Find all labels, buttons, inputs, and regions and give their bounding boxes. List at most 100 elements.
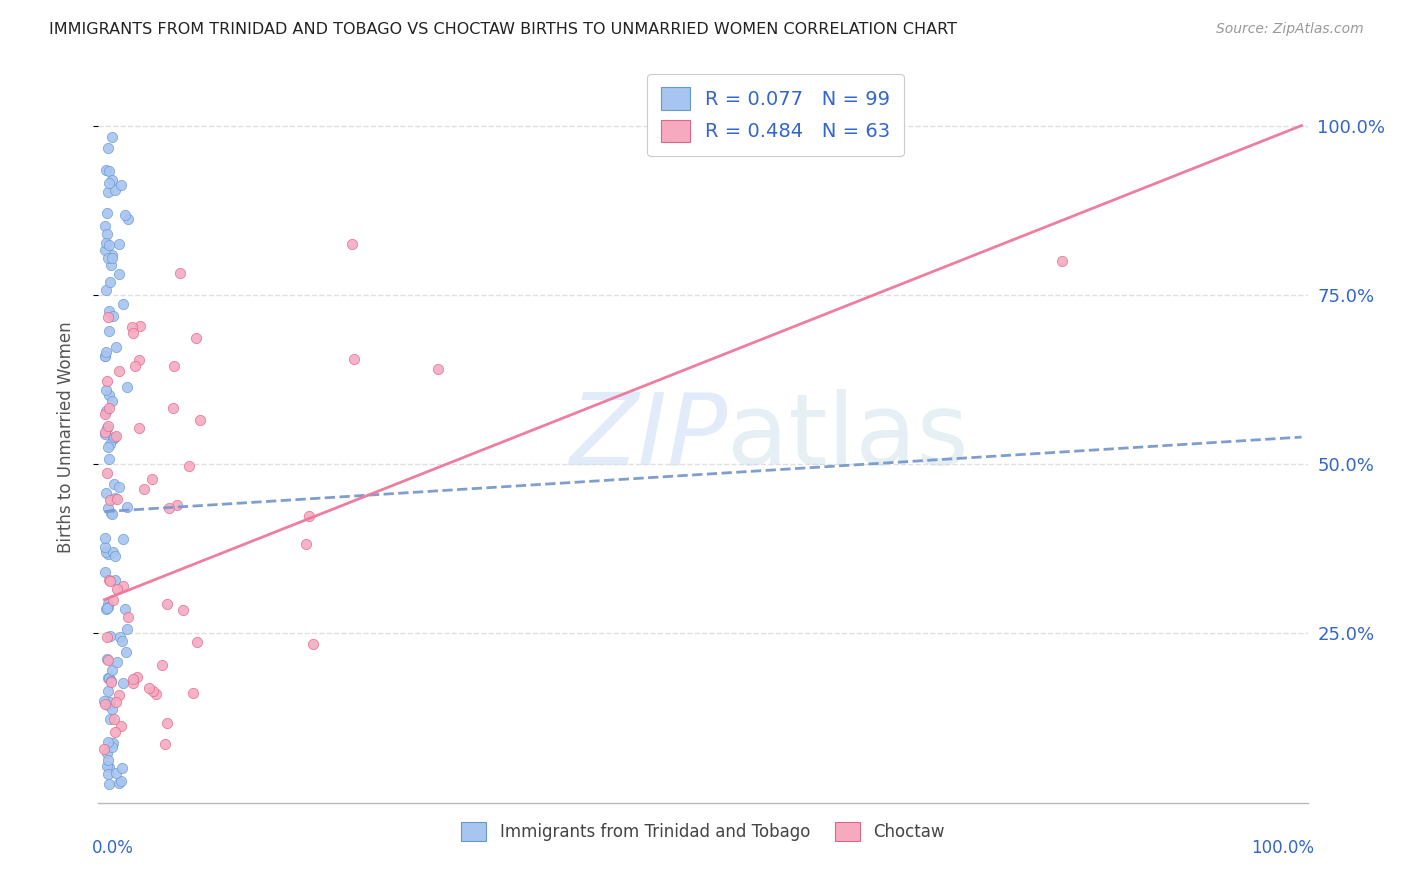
Point	[97, 324, 120, 338]
Point	[188, 413, 211, 427]
Point	[98, 388, 121, 402]
Point	[96, 421, 118, 435]
Point	[101, 248, 124, 262]
Point	[117, 211, 139, 226]
Point	[122, 676, 145, 690]
Point	[156, 716, 179, 731]
Point	[104, 573, 127, 587]
Point	[145, 687, 167, 701]
Point	[103, 736, 125, 750]
Point	[107, 689, 129, 703]
Point	[105, 340, 128, 354]
Point	[96, 600, 118, 615]
Point	[153, 738, 176, 752]
Point	[100, 663, 122, 677]
Point	[96, 283, 118, 297]
Point	[117, 622, 139, 636]
Point	[186, 635, 208, 649]
Point	[94, 602, 117, 616]
Point	[181, 686, 204, 700]
Point	[156, 597, 179, 611]
Point	[426, 361, 449, 376]
Point	[94, 426, 117, 441]
Point	[94, 531, 117, 545]
Legend: Immigrants from Trinidad and Tobago, Choctaw: Immigrants from Trinidad and Tobago, Cho…	[450, 811, 956, 853]
Point	[97, 671, 120, 685]
Point	[105, 492, 128, 507]
Point	[163, 359, 186, 373]
Point	[103, 477, 125, 491]
Point	[104, 491, 127, 506]
Point	[94, 243, 117, 257]
Point	[98, 492, 121, 507]
Point	[94, 425, 117, 440]
Point	[107, 776, 129, 790]
Y-axis label: Births to Unmarried Women: Births to Unmarried Women	[56, 321, 75, 553]
Point	[112, 533, 135, 547]
Point	[103, 593, 125, 607]
Text: 100.0%: 100.0%	[1250, 839, 1313, 857]
Point	[98, 695, 121, 709]
Point	[128, 353, 150, 368]
Point	[93, 349, 115, 363]
Point	[110, 774, 132, 789]
Point	[100, 506, 122, 520]
Point	[100, 673, 122, 688]
Point	[107, 268, 129, 282]
Point	[111, 296, 134, 310]
Point	[150, 657, 173, 672]
Text: IMMIGRANTS FROM TRINIDAD AND TOBAGO VS CHOCTAW BIRTHS TO UNMARRIED WOMEN CORRELA: IMMIGRANTS FROM TRINIDAD AND TOBAGO VS C…	[49, 22, 957, 37]
Point	[98, 452, 121, 467]
Point	[100, 258, 122, 272]
Point	[98, 671, 121, 685]
Point	[98, 629, 121, 643]
Point	[97, 735, 120, 749]
Text: ZIP: ZIP	[569, 389, 727, 485]
Point	[157, 501, 180, 516]
Point	[101, 173, 124, 187]
Text: 0.0%: 0.0%	[93, 839, 134, 857]
Text: atlas: atlas	[727, 389, 969, 485]
Point	[97, 164, 120, 178]
Point	[186, 331, 208, 345]
Point	[117, 609, 139, 624]
Point	[97, 683, 120, 698]
Point	[107, 480, 129, 494]
Point	[97, 573, 120, 587]
Point	[128, 421, 150, 435]
Point	[114, 602, 136, 616]
Point	[96, 758, 118, 772]
Point	[98, 671, 121, 685]
Point	[111, 761, 134, 775]
Point	[104, 549, 127, 563]
Point	[124, 359, 146, 373]
Point	[97, 753, 120, 767]
Point	[100, 674, 122, 689]
Point	[94, 163, 117, 178]
Point	[97, 698, 120, 712]
Point	[96, 630, 118, 644]
Point	[97, 176, 120, 190]
Point	[112, 675, 135, 690]
Point	[97, 252, 120, 266]
Point	[177, 458, 200, 473]
Point	[101, 507, 124, 521]
Point	[94, 565, 117, 579]
Point	[97, 777, 120, 791]
Point	[96, 206, 118, 220]
Point	[340, 237, 363, 252]
Point	[97, 401, 120, 415]
Point	[105, 655, 128, 669]
Point	[101, 309, 124, 323]
Point	[98, 275, 121, 289]
Point	[96, 227, 118, 241]
Point	[103, 712, 125, 726]
Point	[96, 466, 118, 480]
Point	[93, 742, 115, 756]
Point	[97, 760, 120, 774]
Point	[104, 724, 127, 739]
Point	[101, 702, 124, 716]
Point	[105, 695, 128, 709]
Point	[104, 183, 127, 197]
Point	[104, 765, 127, 780]
